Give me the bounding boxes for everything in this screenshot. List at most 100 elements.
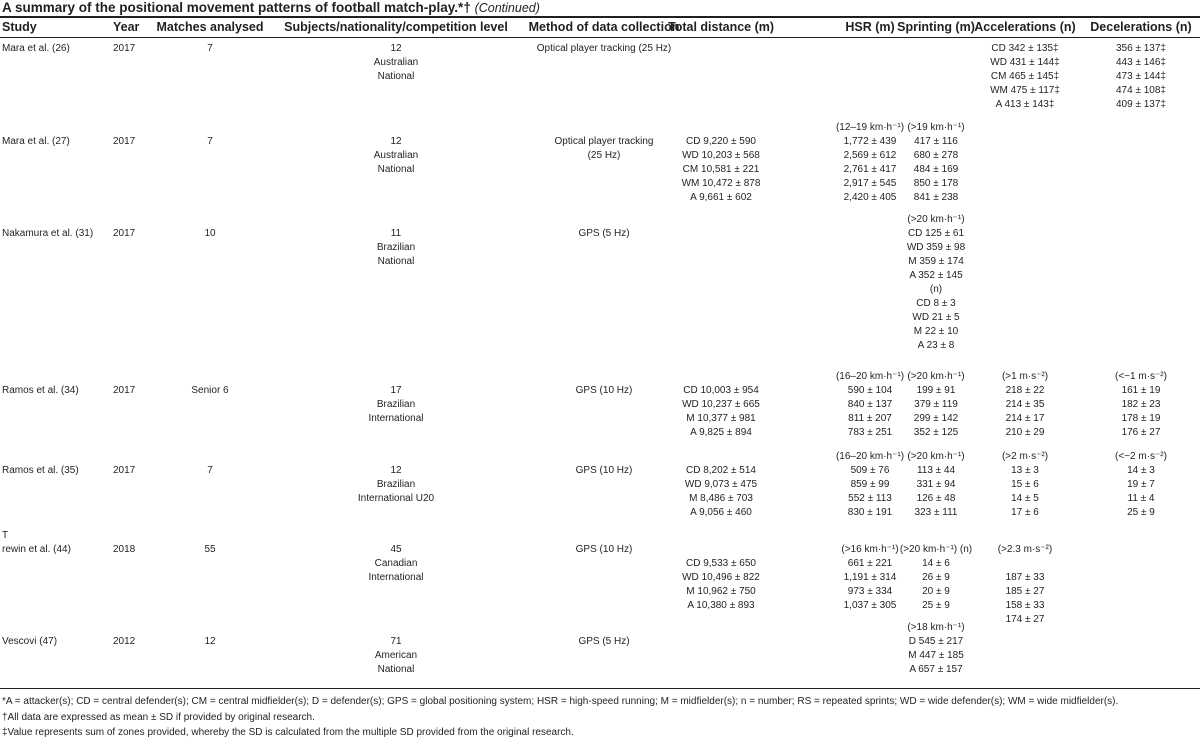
cell-line: GPS (10 Hz) [575,385,633,396]
cell-line: (>2.3 m·s⁻²) [997,544,1053,555]
cell-line: GPS (5 Hz) [578,636,630,647]
header-hsr: HSR (m) [845,20,895,34]
cell-line: National [377,164,415,175]
cell-line: CM 10,581 ± 221 [682,164,760,175]
cell-line [965,529,1085,543]
cell-line: M 8,486 ± 703 [689,493,753,504]
cell-line: 783 ± 251 [847,427,893,438]
cell-line [113,370,149,384]
cell-line: (12–19 km·h⁻¹) [835,122,905,133]
cell-line: M 22 ± 10 [913,326,959,337]
cell-sprinting: (>20 km·h⁻¹) CD 125 ± 61 WD 359 ± 98 M 359 … [870,213,1002,353]
cell-line: Australian [373,57,419,68]
cell-matches: 7 [150,450,270,478]
cell-study: Ramos et al. (34) [2,370,110,398]
cell-line: A 9,825 ± 894 [690,427,752,438]
cell-line: (n) [929,284,943,295]
cell-line [2,370,110,384]
cell-line: 19 ± 7 [1127,479,1155,490]
cell-line: 1,772 ± 439 [843,136,897,147]
cell-line: 10 [204,228,216,239]
cell-method: GPS (5 Hz) [480,621,728,649]
cell-line [150,450,270,464]
cell-sprinting: (>18 km·h⁻¹) D 545 ± 217 M 447 ± 185 A 657 … [870,621,1002,677]
cell-line: CD 9,220 ± 590 [686,136,756,147]
cell-line [480,621,728,635]
cell-line: 187 ± 33 [1005,572,1045,583]
cell-line: CD 10,003 ± 954 [683,385,759,396]
cell-line [641,450,801,464]
cell-subjects: 12 Brazilian International U20 [273,450,519,506]
cell-line: Vescovi (47) [2,636,58,647]
cell-line: 443 ± 146‡ [1116,57,1166,68]
cell-subjects: 17 Brazilian International [273,370,519,426]
cell-line: 158 ± 33 [1005,600,1045,611]
header-accelerations: Accelerations (n) [974,20,1076,34]
cell-line: A 352 ± 145 [909,270,963,281]
cell-line: WD 10,496 ± 822 [682,572,760,583]
cell-line: A 9,661 ± 602 [690,192,752,203]
cell-line: 2017 [113,385,136,396]
cell-line [150,621,270,635]
cell-method: GPS (10 Hz) [480,450,728,478]
header-decelerations: Decelerations (n) [1090,20,1192,34]
cell-line: 12 [204,636,216,647]
header-matches: Matches analysed [156,20,264,34]
cell-line: CM 465 ± 145‡ [990,71,1060,82]
cell-year: 2017 [113,370,149,398]
table-title: A summary of the positional movement pat… [2,0,1198,16]
cell-line: 174 ± 27 [1005,614,1045,625]
cell-decelerations: (<−2 m·s⁻²) 14 ± 3 19 ± 7 11 ± 4 25 ± 9 [1084,450,1198,520]
table-title-main: A summary of the positional movement pat… [2,0,471,15]
cell-line: Brazilian [376,399,416,410]
cell-matches: 12 [150,621,270,649]
cell-line: 850 ± 178 [913,178,959,189]
cell-line: International [368,413,424,424]
cell-line: 2017 [113,465,136,476]
cell-line [150,370,270,384]
cell-line: WD 431 ± 144‡ [990,57,1060,68]
cell-line: 25 ± 9 [922,600,950,611]
cell-subjects: 71 American National [273,621,519,677]
cell-line: CD 342 ± 135‡ [991,43,1059,54]
cell-line: 12 [390,43,402,54]
cell-line: 1,191 ± 314 [843,572,897,583]
cell-line [2,121,110,135]
cell-line: T [2,530,9,541]
cell-line [113,121,149,135]
header-subjects: Subjects/nationality/competition level [284,20,508,34]
cell-year: 2017 [113,121,149,149]
cell-line [641,543,801,557]
cell-line: (>20 km·h⁻¹) [907,214,965,225]
cell-line: 11 [390,228,402,239]
cell-hsr: (16–20 km·h⁻¹) 590 ± 104 840 ± 137 811 ± 20… [795,370,945,440]
cell-line: 2,917 ± 545 [843,178,897,189]
cell-matches: 7 [150,121,270,149]
cell-line: 199 ± 91 [916,385,956,396]
cell-subjects: 45 Canadian International [273,529,519,585]
cell-line: 2017 [113,228,136,239]
cell-year: 2018 [113,529,149,557]
cell-line: CD 125 ± 61 [907,228,965,239]
cell-line: CD 9,533 ± 650 [686,558,756,569]
header-sprinting: Sprinting (m) [897,20,975,34]
cell-line [2,621,110,635]
cell-line: WD 10,203 ± 568 [682,150,760,161]
cell-line: 11 ± 4 [1127,493,1155,504]
cell-line: (>20 km·h⁻¹) [907,451,965,462]
cell-line [113,529,149,543]
cell-method: GPS (10 Hz) [480,370,728,398]
cell-line: A 23 ± 8 [917,340,955,351]
cell-method: Optical player tracking (25 Hz) [480,121,728,163]
cell-line: 473 ± 144‡ [1116,71,1166,82]
cell-line: WM 10,472 ± 878 [681,178,761,189]
cell-line: M 10,377 ± 981 [686,413,756,424]
cell-line: 17 [390,385,402,396]
cell-total: CD 8,202 ± 514 WD 9,073 ± 475 M 8,486 ± 70… [641,450,801,520]
cell-line: Nakamura et al. (31) [2,228,94,239]
cell-method: Optical player tracking (25 Hz) [480,42,728,56]
cell-sprinting: (>19 km·h⁻¹) 417 ± 116 680 ± 278 484 ± 169 8… [870,121,1002,205]
cell-line: (>18 km·h⁻¹) [907,622,965,633]
cell-line: WD 9,073 ± 475 [684,479,758,490]
cell-line: Ramos et al. (34) [2,385,79,396]
